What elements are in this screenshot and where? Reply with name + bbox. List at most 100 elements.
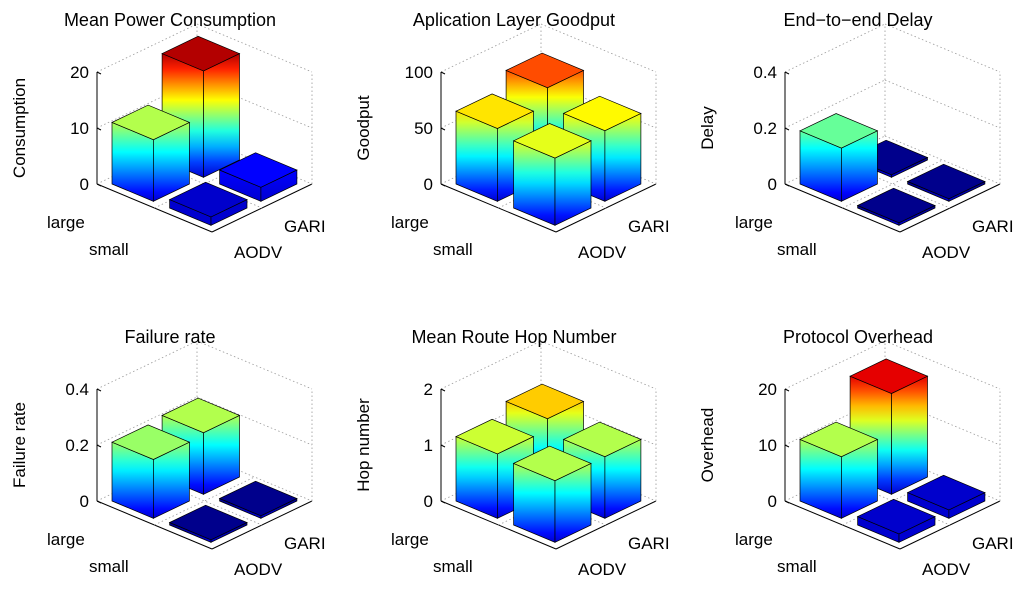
z-axis-label: Consumption: [10, 78, 29, 178]
bar-top-face: [906, 163, 986, 200]
col-label: GARI: [628, 217, 670, 236]
z-tick-label: 0.2: [753, 119, 777, 138]
bar-top-face: [799, 113, 879, 149]
bar-top-face: [505, 52, 585, 89]
z-tick-label: 0.4: [65, 380, 89, 399]
bar-large-AODV: [799, 113, 879, 202]
col-label: GARI: [972, 217, 1013, 236]
col-label: GARI: [628, 534, 670, 553]
bar-top-face: [562, 421, 642, 458]
bar-side-face: [891, 375, 928, 495]
z-tick-label: 50: [414, 119, 433, 138]
row-label: large: [47, 530, 85, 549]
row-label: large: [735, 213, 773, 232]
bar-top-face: [218, 480, 298, 517]
bar-top-face: [111, 104, 191, 141]
bar-top-face: [161, 397, 241, 434]
z-axis-label: Delay: [698, 106, 717, 150]
chart-title: Mean Power Consumption: [64, 10, 276, 30]
bar-top-face: [856, 498, 936, 535]
bar-top-face: [168, 504, 248, 541]
bar-top-face: [512, 445, 592, 482]
bar-large-AODV: [111, 104, 191, 202]
z-tick-label: 0: [424, 175, 433, 194]
bar-top-face: [455, 93, 535, 129]
bar-small-AODV: [856, 187, 936, 226]
col-label: AODV: [234, 243, 283, 262]
bar-top-face: [512, 123, 592, 159]
bar-small-AODV: [168, 504, 248, 543]
z-tick-label: 0: [80, 492, 89, 511]
bar-small-GARI: [906, 163, 986, 202]
bar-small-AODV: [512, 445, 592, 543]
z-tick-label: 0: [768, 492, 777, 511]
z-tick-label: 10: [758, 436, 777, 455]
bar-top-face: [562, 95, 642, 132]
col-label: AODV: [234, 560, 283, 579]
bar-small-GARI: [906, 474, 986, 519]
z-axis-label: Overhead: [698, 408, 717, 483]
z-tick-label: 0.2: [65, 436, 89, 455]
row-label: large: [391, 213, 429, 232]
chart-title: Mean Route Hop Number: [411, 327, 616, 347]
subplot-1: 0 10 20 Mean Power Consumption Consumption la…: [10, 10, 326, 262]
bar-top-face: [849, 358, 929, 394]
bar-top-face: [856, 187, 936, 224]
col-label: GARI: [284, 534, 326, 553]
bar-side-face: [203, 53, 240, 178]
subplot-5: 0 1 2 Mean Route Hop Number Hop number larges…: [354, 327, 670, 579]
col-label: AODV: [578, 560, 627, 579]
subplot-6: 0 10 20 Protocol Overhead Overhead largesmall…: [698, 327, 1013, 579]
col-label: GARI: [284, 217, 326, 236]
bar-top-face: [111, 424, 191, 460]
bar-small-AODV: [512, 123, 592, 226]
bar-small-AODV: [168, 181, 248, 226]
row-label: small: [89, 240, 129, 259]
z-axis-label: Goodput: [354, 95, 373, 160]
bar-top-face: [218, 152, 298, 188]
z-axis-label: Hop number: [354, 398, 373, 492]
row-label: small: [777, 240, 817, 259]
bar-top-face: [906, 474, 986, 511]
bar-small-AODV: [856, 498, 936, 543]
z-tick-label: 20: [70, 63, 89, 82]
bar-top-face: [505, 383, 585, 420]
row-label: small: [433, 557, 473, 576]
chart-title: Failure rate: [124, 327, 215, 347]
col-label: AODV: [922, 243, 971, 262]
row-label: large: [735, 530, 773, 549]
z-tick-label: 0: [768, 175, 777, 194]
z-tick-label: 0: [80, 175, 89, 194]
z-tick-label: 1: [424, 436, 433, 455]
z-tick-label: 0.4: [753, 63, 777, 82]
z-axis-label: Failure rate: [10, 402, 29, 488]
row-label: small: [777, 557, 817, 576]
bar-top-face: [455, 418, 535, 455]
row-label: large: [47, 213, 85, 232]
row-label: large: [391, 530, 429, 549]
bar-large-AODV: [799, 421, 879, 519]
bar-small-GARI: [218, 152, 298, 202]
bar-small-GARI: [218, 480, 298, 519]
z-tick-label: 100: [405, 63, 433, 82]
subplot-4: 0 0.2 0.4 Failure rate Failure rate largesmal…: [10, 327, 326, 579]
chart-title: Aplication Layer Goodput: [413, 10, 615, 30]
chart-title: End−to−end Delay: [783, 10, 932, 30]
bar-top-face: [161, 35, 241, 72]
bar-top-face: [168, 181, 248, 218]
z-tick-label: 20: [758, 380, 777, 399]
z-tick-label: 0: [424, 492, 433, 511]
z-tick-label: 2: [424, 380, 433, 399]
bar-large-AODV: [111, 424, 191, 519]
chart-title: Protocol Overhead: [783, 327, 933, 347]
bar-top-face: [799, 421, 879, 458]
row-label: small: [433, 240, 473, 259]
col-label: AODV: [578, 243, 627, 262]
z-tick-label: 10: [70, 119, 89, 138]
col-label: GARI: [972, 534, 1013, 553]
row-label: small: [89, 557, 129, 576]
col-label: AODV: [922, 560, 971, 579]
subplot-2: 0 50 100 Aplication Layer Goodput Goodput lar…: [354, 10, 670, 262]
